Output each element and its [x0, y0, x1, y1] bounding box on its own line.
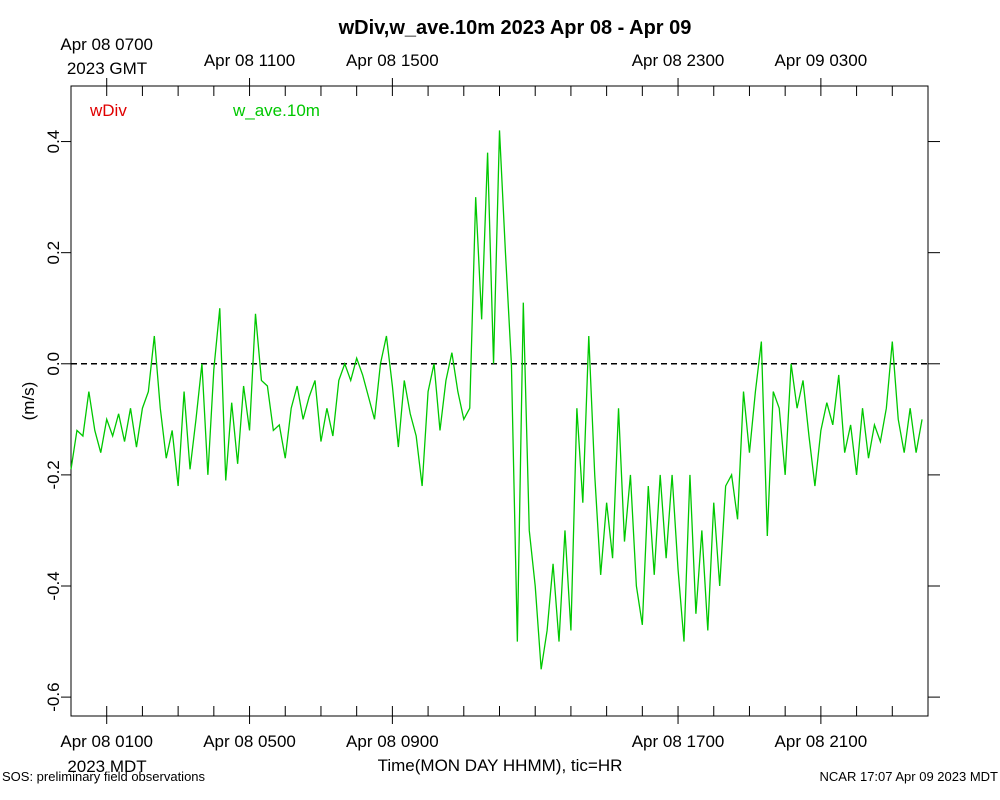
y-tick-label: 0.0 — [44, 352, 63, 376]
y-tick-label: -0.4 — [44, 571, 63, 600]
legend-label: w_ave.10m — [232, 101, 320, 120]
x-zone-label: 2023 MDT — [67, 757, 146, 776]
x-tick-label: Apr 08 0100 — [60, 732, 153, 751]
plot-frame — [70, 85, 929, 717]
x2-tick-label: Apr 08 0700 — [60, 35, 153, 54]
x2-tick-label: Apr 08 1100 — [204, 51, 295, 70]
footer-right: NCAR 17:07 Apr 09 2023 MDT — [820, 769, 999, 784]
y-tick-label: 0.2 — [44, 241, 63, 265]
y-tick-label: -0.2 — [44, 460, 63, 489]
y-tick-label: 0.4 — [44, 130, 63, 154]
x2-tick-label: Apr 08 2300 — [632, 51, 725, 70]
x-tick-label: Apr 08 1700 — [632, 732, 725, 751]
x-tick-label: Apr 08 2100 — [775, 732, 868, 751]
x2-tick-label: Apr 09 0300 — [775, 51, 868, 70]
x2-tick-label: Apr 08 1500 — [346, 51, 439, 70]
x-tick-label: Apr 08 0900 — [346, 732, 439, 751]
footer-left: SOS: preliminary field observations — [2, 769, 206, 784]
x-tick-label: Apr 08 0500 — [203, 732, 296, 751]
y-tick-label: -0.6 — [44, 682, 63, 711]
y-axis-label: (m/s) — [19, 382, 38, 421]
x-axis-label: Time(MON DAY HHMM), tic=HR — [378, 756, 623, 775]
legend-label: wDiv — [89, 101, 127, 120]
data-line — [70, 130, 923, 670]
chart-title: wDiv,w_ave.10m 2023 Apr 08 - Apr 09 — [338, 17, 692, 39]
x2-zone-label: 2023 GMT — [67, 59, 147, 78]
